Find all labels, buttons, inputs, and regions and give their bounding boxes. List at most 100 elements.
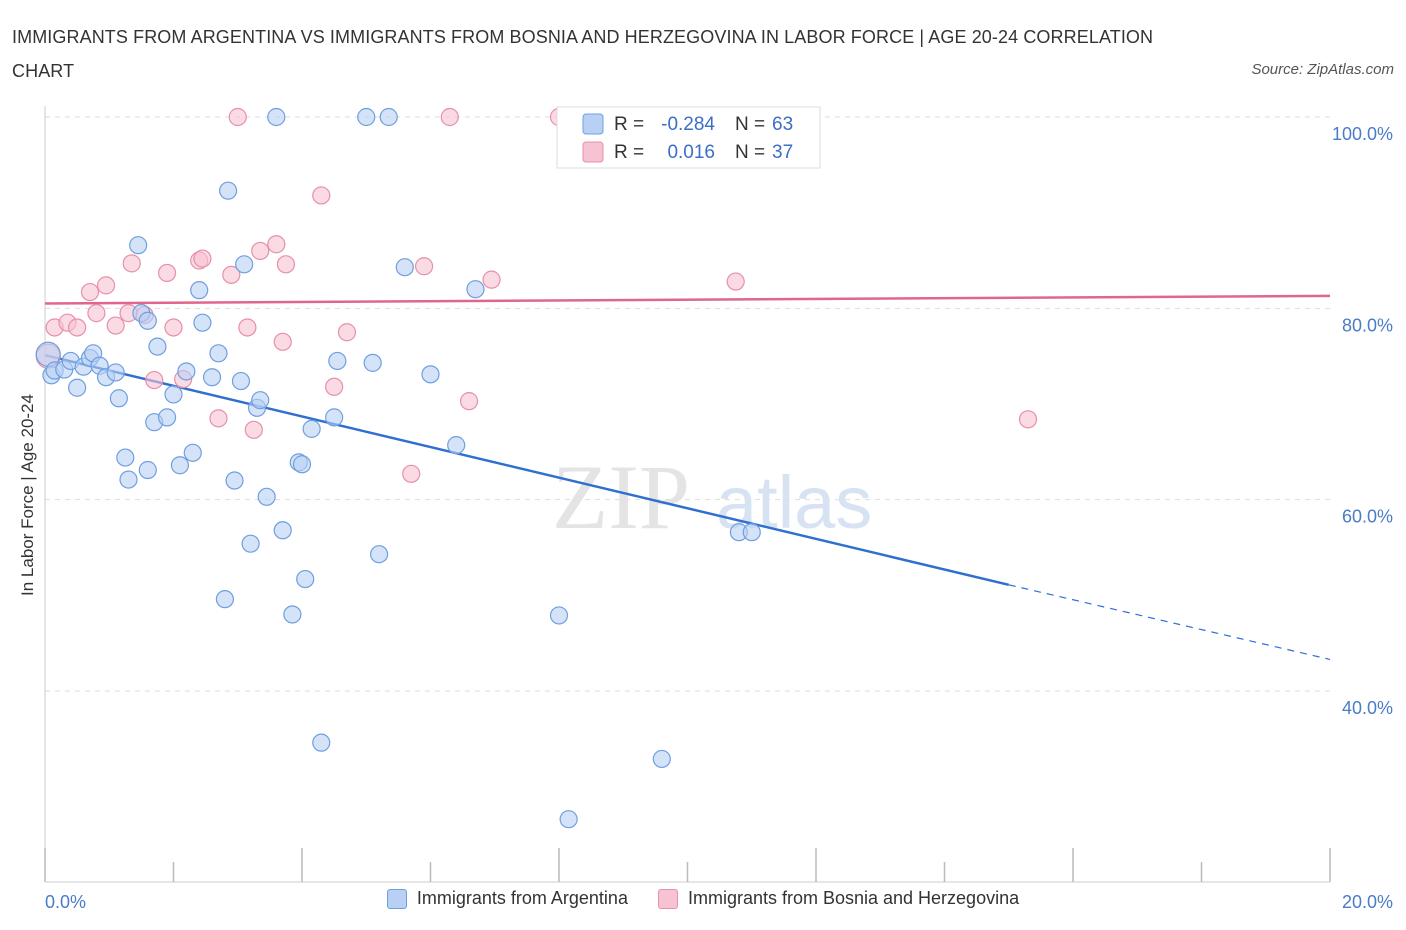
argentina-point	[170, 456, 190, 475]
axes	[44, 106, 1331, 883]
argentina-point	[273, 521, 292, 540]
argentina-point	[119, 470, 138, 489]
bosnia-point	[157, 263, 177, 283]
legend-n-label-1: N =	[735, 114, 765, 135]
argentina-point	[363, 353, 382, 372]
bosnia-point	[68, 318, 87, 337]
legend-r-label-2: R =	[614, 142, 644, 163]
x-tick-label-max: 20.0%	[1342, 892, 1393, 912]
legend-label-bosnia: Immigrants from Bosnia and Herzegovina	[687, 888, 1020, 908]
legend-swatch-bosnia-bottom	[657, 888, 678, 909]
bosnia-point	[228, 107, 247, 127]
legend-label-argentina: Immigrants from Argentina	[416, 888, 628, 908]
watermark: ZIP atlas	[552, 446, 872, 548]
argentina-point	[109, 389, 128, 408]
x-tick-labels: 0.0% 20.0%	[45, 892, 1393, 912]
argentina-point	[652, 749, 671, 769]
bosnia-point	[238, 318, 257, 337]
bosnia-point	[193, 249, 212, 268]
bosnia-point	[164, 318, 183, 337]
argentina-point	[235, 255, 254, 274]
argentina-point	[379, 107, 398, 127]
legend-item-bosnia: Immigrants from Bosnia and Herzegovina	[657, 888, 1020, 909]
bosnia-point	[273, 332, 292, 351]
argentina-point	[328, 351, 347, 371]
bosnia-point	[267, 235, 286, 254]
argentina-point	[421, 365, 440, 384]
trend-line-bosnia	[44, 294, 1331, 305]
argentina-point	[302, 419, 321, 438]
trend-line-argentina	[44, 353, 1010, 587]
watermark-zip: ZIP	[552, 446, 690, 548]
correlation-legend: R = -0.284 N = 63 R = 0.016 N = 37	[556, 106, 821, 169]
bosnia-point	[726, 272, 745, 291]
argentina-point	[231, 371, 251, 391]
bosnia-point	[96, 276, 116, 295]
argentina-point	[742, 523, 761, 542]
argentina-point	[193, 313, 212, 332]
bosnia-point	[482, 270, 501, 289]
bosnia-point	[414, 257, 434, 276]
y-tick-label-40: 40.0%	[1342, 698, 1393, 718]
bosnia-point	[80, 282, 100, 302]
argentina-point	[283, 605, 302, 624]
bosnia-point	[325, 377, 344, 396]
argentina-point	[267, 107, 286, 127]
y-tick-label-100: 100.0%	[1332, 124, 1393, 144]
argentina-point	[225, 471, 244, 490]
bosnia-point	[337, 323, 357, 342]
argentina-point	[68, 378, 87, 397]
trend-lines	[44, 294, 1331, 661]
y-tick-label-60: 60.0%	[1342, 507, 1393, 527]
series-bosnia-points	[35, 107, 1038, 483]
argentina-point	[106, 363, 125, 382]
chart-title: IMMIGRANTS FROM ARGENTINA VS IMMIGRANTS …	[12, 27, 1154, 81]
bosnia-point	[87, 304, 106, 323]
trend-line-argentina-extrapolated	[1008, 584, 1331, 661]
legend-r-value-1: -0.284	[661, 114, 715, 135]
y-tick-labels: 40.0% 60.0% 80.0% 100.0%	[1332, 124, 1393, 718]
argentina-point	[370, 545, 389, 564]
legend-item-argentina: Immigrants from Argentina	[386, 888, 628, 909]
bosnia-point	[276, 255, 296, 274]
argentina-point	[190, 281, 209, 300]
argentina-point	[312, 733, 331, 752]
argentina-point	[241, 534, 260, 553]
bosnia-point	[106, 316, 125, 335]
legend-swatch-argentina-bottom	[386, 888, 407, 909]
series-legend: Immigrants from Argentina Immigrants fro…	[0, 888, 1406, 909]
argentina-point	[138, 460, 157, 480]
legend-swatch-argentina	[582, 113, 604, 135]
x-tick-label-min: 0.0%	[45, 892, 86, 912]
argentina-point	[116, 448, 135, 467]
argentina-point	[148, 337, 167, 356]
legend-swatch-bosnia	[582, 141, 604, 163]
argentina-point	[209, 344, 228, 363]
argentina-point	[177, 362, 196, 381]
bosnia-point	[1018, 410, 1038, 429]
argentina-point	[292, 455, 312, 474]
bosnia-point	[251, 241, 270, 261]
argentina-point	[357, 107, 376, 127]
argentina-point	[251, 391, 270, 410]
argentina-point	[219, 181, 238, 200]
argentina-point	[549, 606, 569, 625]
source-label: Source: ZipAtlas.com	[1251, 61, 1394, 78]
argentina-point	[325, 408, 344, 427]
argentina-point	[157, 408, 177, 427]
y-axis-label: In Labor Force | Age 20-24	[18, 394, 37, 596]
argentina-point	[395, 258, 414, 277]
bosnia-point	[209, 409, 228, 428]
series-argentina-points	[35, 107, 761, 829]
argentina-point	[215, 590, 234, 609]
argentina-point	[296, 569, 315, 589]
legend-n-value-2: 37	[772, 142, 793, 163]
argentina-point	[183, 443, 202, 462]
bosnia-point	[402, 464, 421, 483]
legend-n-value-1: 63	[772, 114, 793, 135]
bosnia-point	[312, 186, 331, 205]
grid-lines	[45, 116, 1330, 692]
bosnia-point	[222, 265, 241, 284]
argentina-point	[164, 385, 183, 404]
argentina-point	[559, 810, 578, 829]
